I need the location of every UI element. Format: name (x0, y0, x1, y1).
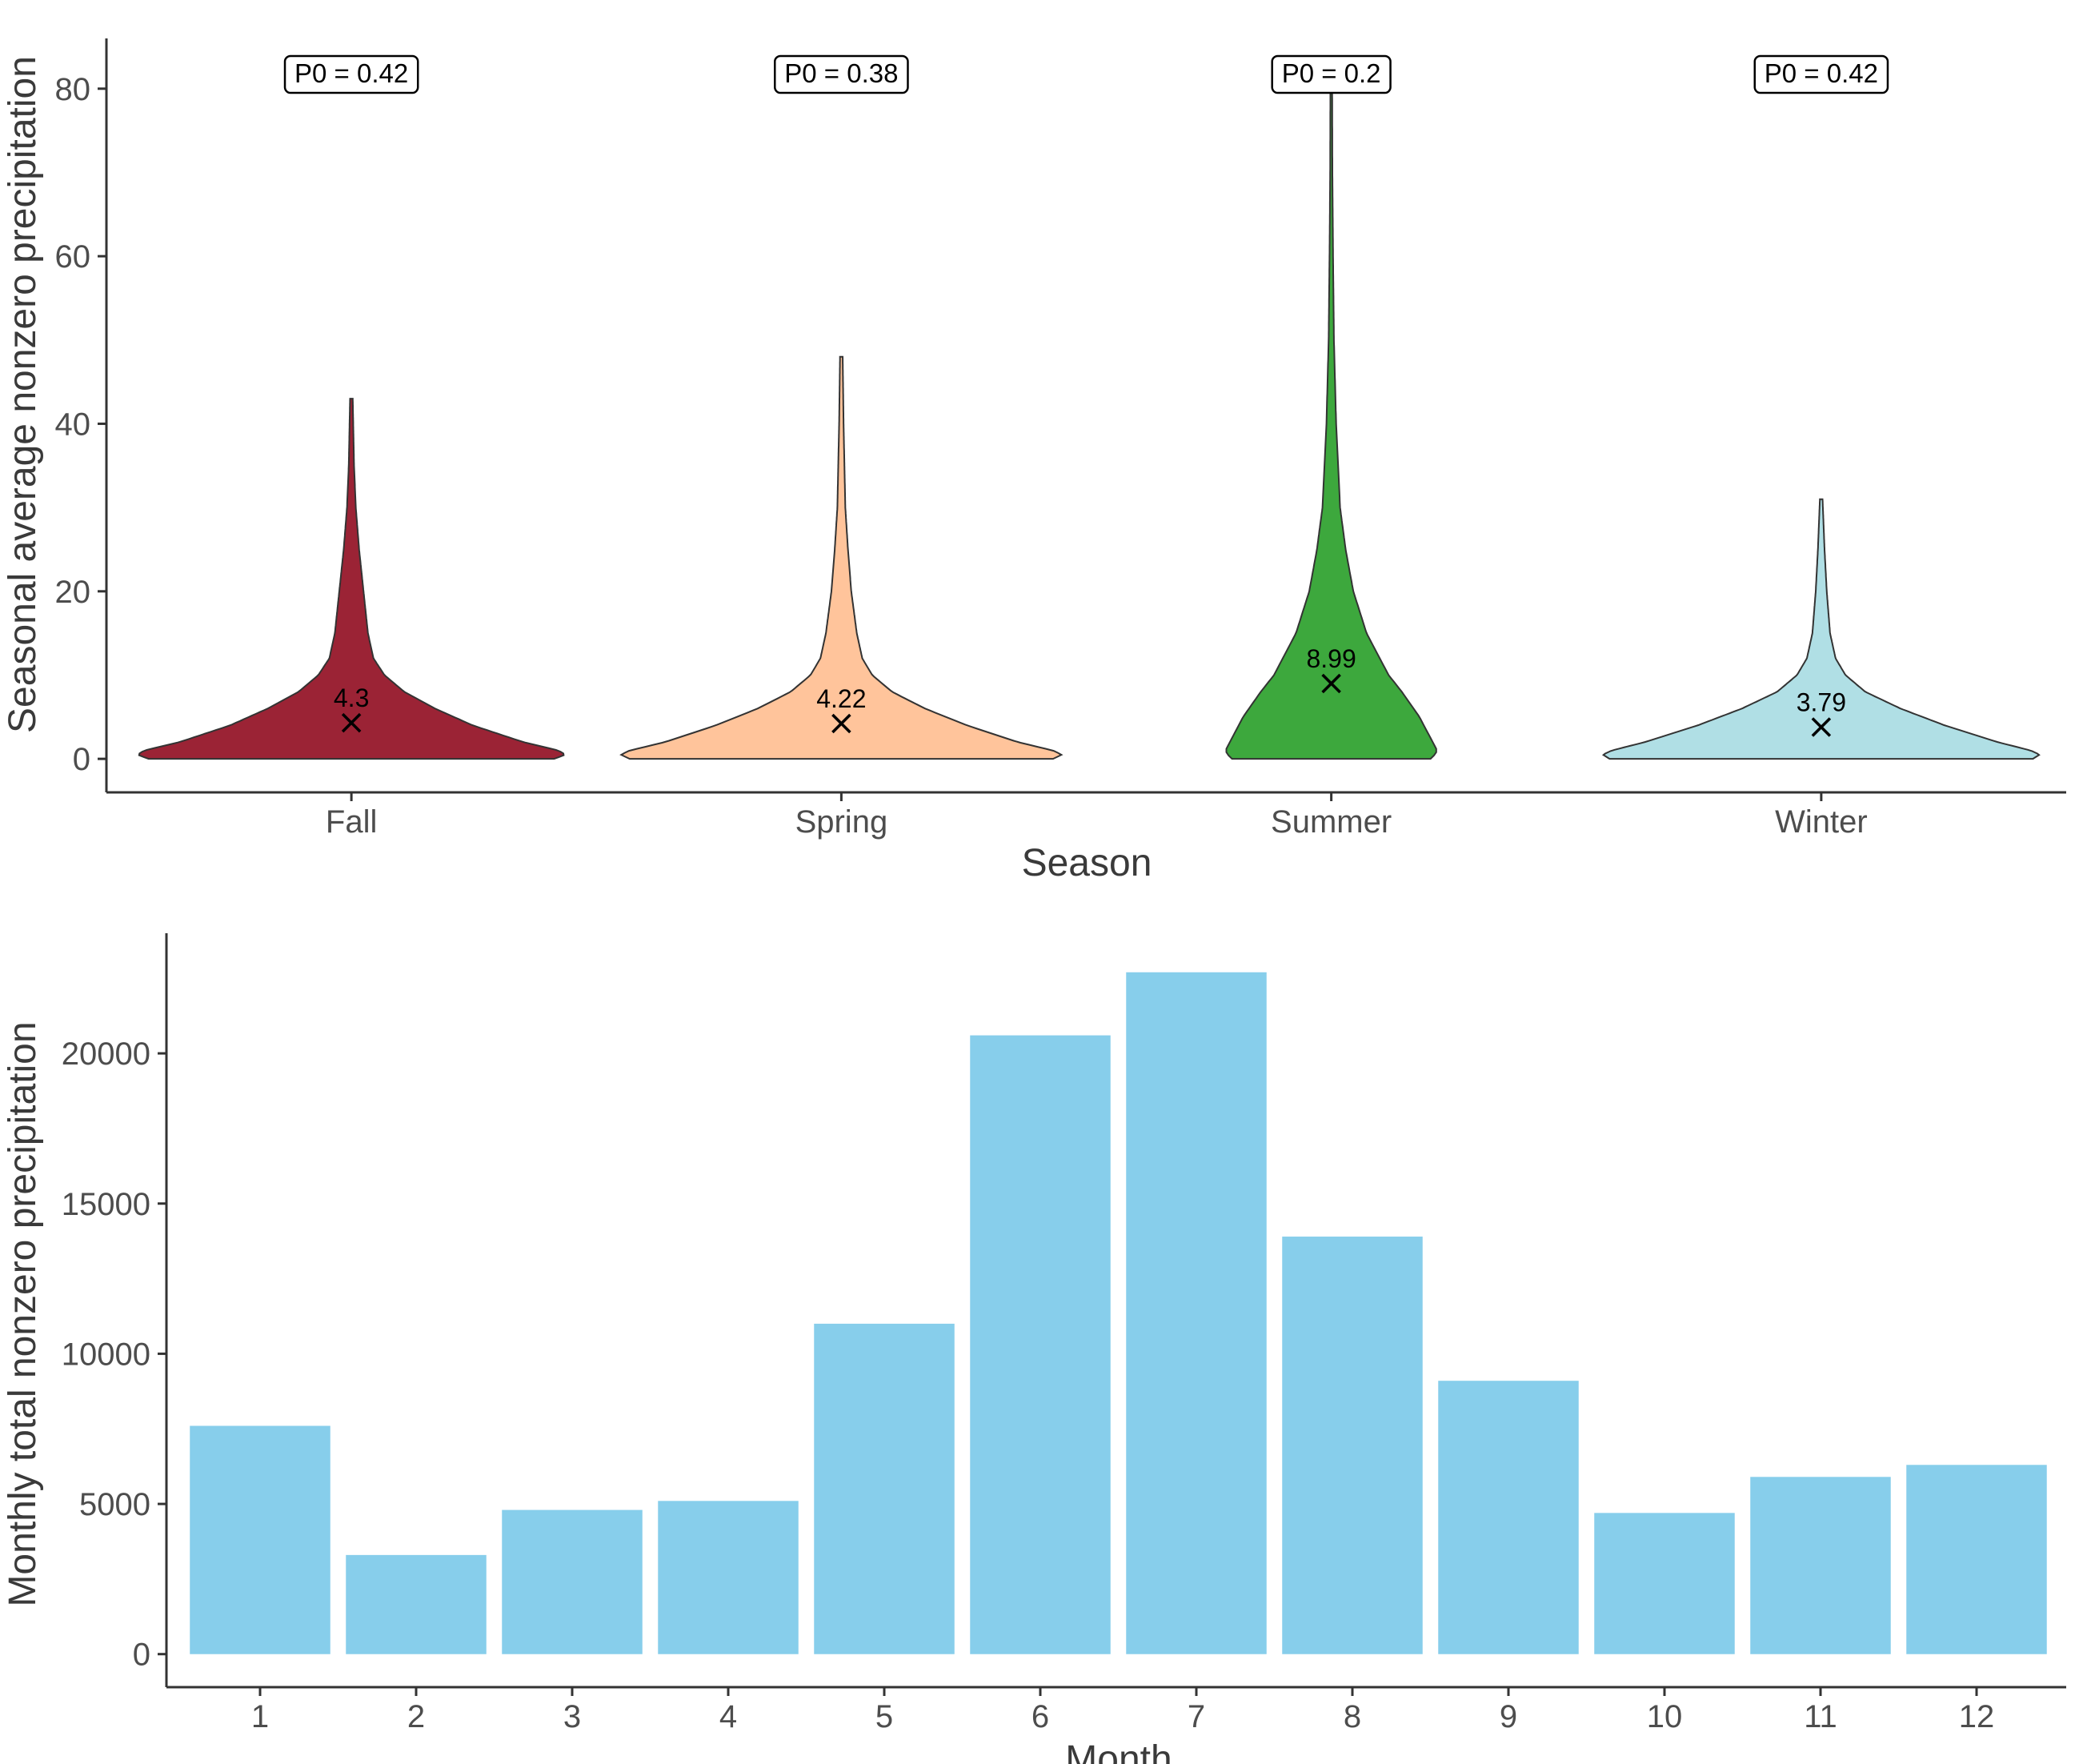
violin-chart: 4.3 4.228.993.79 P0 = 0.42 P0 = 0.38 P0 = 0… (2, 38, 2066, 884)
svg-text:P0 = 0.42: P0 = 0.42 (294, 58, 408, 88)
y-tick-label: 0 (73, 742, 90, 777)
x-tick-label: 2 (407, 1699, 425, 1734)
median-label: 4.22 (816, 684, 866, 713)
x-tick-label: 10 (1647, 1699, 1683, 1734)
x-tick-label: Winter (1775, 804, 1868, 840)
bars (190, 972, 2047, 1654)
p0-label-summer: P0 = 0.2 (1271, 54, 1392, 94)
y-tick-label: 15000 (62, 1187, 150, 1222)
bar-month-5 (814, 1323, 955, 1654)
violin-winter (1601, 498, 2041, 760)
y-tick-label: 80 (55, 72, 91, 107)
x-axis-title: Season (1022, 842, 1152, 884)
x-tick-label: Spring (795, 804, 888, 840)
x-tick-label: 1 (251, 1699, 269, 1734)
y-axis-title: Seasonal average nonzero precipitation (2, 56, 44, 733)
median-label: 3.79 (1797, 688, 1846, 716)
bar-month-12 (1906, 1465, 2047, 1654)
bar-month-3 (502, 1509, 643, 1654)
median-marker-winter (1811, 717, 1832, 737)
p0-label-spring: P0 = 0.38 (774, 54, 909, 94)
bar-month-4 (658, 1501, 799, 1654)
bar-month-8 (1282, 1237, 1423, 1654)
svg-text:P0 = 0.2: P0 = 0.2 (1282, 58, 1381, 88)
y-tick-label: 40 (55, 407, 91, 442)
median-label: 4.3 (334, 684, 369, 712)
bar-month-9 (1438, 1381, 1579, 1654)
violin-fall (138, 398, 565, 760)
x-tick-label: Fall (326, 804, 377, 840)
y-axis-title: Monthly total nonzero precipitation (2, 1021, 44, 1606)
x-tick-label: 5 (875, 1699, 893, 1734)
x-tick-label: Summer (1271, 804, 1392, 840)
median-marker-spring (831, 713, 851, 734)
x-tick-label: 9 (1500, 1699, 1517, 1734)
p0-label-winter: P0 = 0.42 (1753, 54, 1889, 94)
x-axis-title: Month (1065, 1738, 1172, 1764)
median-marker-summer (1321, 673, 1341, 694)
y-tick-label: 10000 (62, 1337, 150, 1372)
axes: 0 20 40 60 80 Fall Spring Summer Winter (55, 38, 2066, 840)
median-marker-fall (341, 712, 362, 733)
y-tick-label: 60 (55, 239, 91, 275)
bar-month-7 (1126, 972, 1267, 1654)
bar-month-6 (970, 1035, 1111, 1654)
y-tick-label: 5000 (79, 1487, 150, 1522)
bar-month-2 (346, 1554, 487, 1654)
p0-annotations: P0 = 0.42 P0 = 0.38 P0 = 0.2 P0 = 0.42 (283, 54, 1889, 94)
p0-label-fall: P0 = 0.42 (283, 54, 419, 94)
x-tick-label: 7 (1188, 1699, 1205, 1734)
bar-month-10 (1594, 1513, 1735, 1654)
violin-spring (619, 355, 1064, 760)
median-label: 8.99 (1306, 644, 1356, 673)
x-tick-label: 6 (1031, 1699, 1049, 1734)
x-tick-label: 12 (1959, 1699, 1995, 1734)
bar-month-11 (1750, 1477, 1891, 1654)
x-tick-label: 4 (719, 1699, 737, 1734)
violins (138, 87, 2041, 760)
x-tick-label: 8 (1344, 1699, 1361, 1734)
x-tick-label: 3 (563, 1699, 581, 1734)
bar-month-1 (190, 1425, 330, 1654)
y-tick-label: 0 (133, 1638, 150, 1673)
svg-text:P0 = 0.38: P0 = 0.38 (784, 58, 898, 88)
x-tick-label: 11 (1804, 1699, 1837, 1734)
y-tick-label: 20000 (62, 1036, 150, 1072)
median-markers: 4.3 4.22 8.99 3.79 (334, 644, 1846, 737)
svg-text:P0 = 0.42: P0 = 0.42 (1765, 58, 1878, 88)
y-tick-label: 20 (55, 575, 91, 610)
